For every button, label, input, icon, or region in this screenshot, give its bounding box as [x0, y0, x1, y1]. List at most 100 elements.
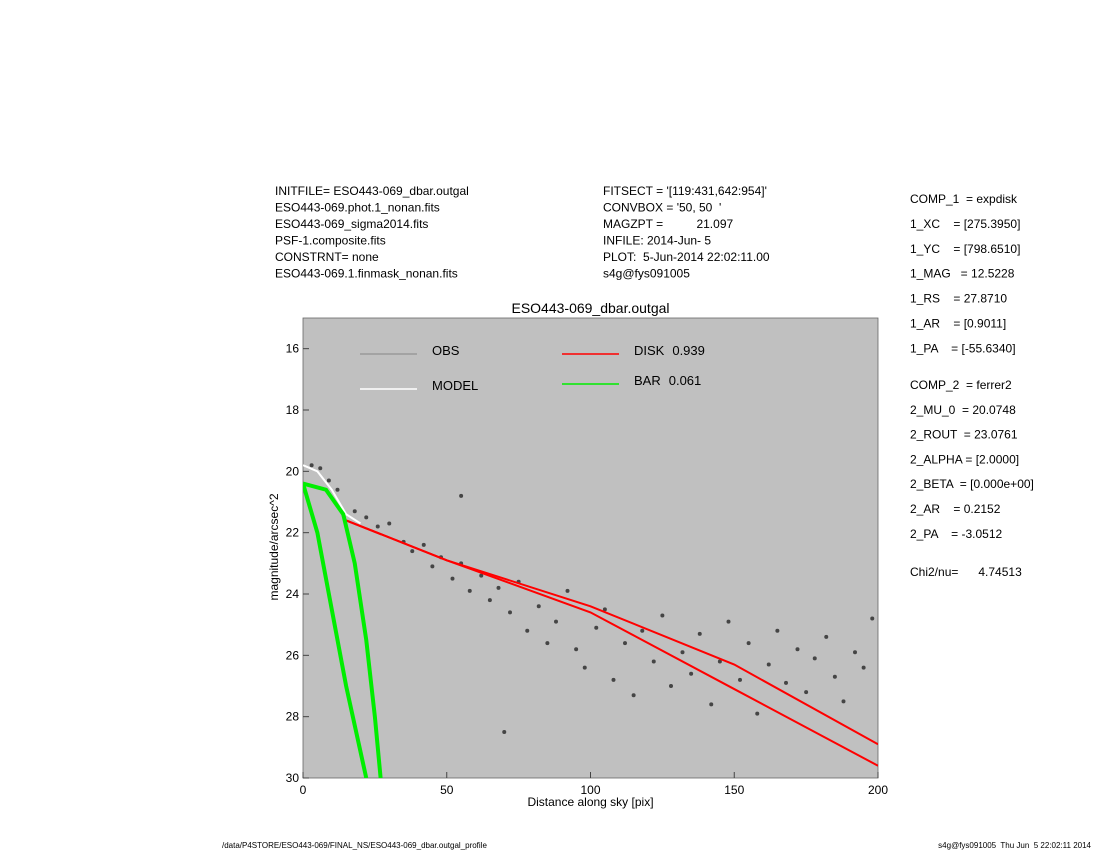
param: 1_AR = [0.9011]	[910, 317, 1006, 331]
legend-fraction: 0.939	[672, 343, 705, 358]
param: 2_BETA = [0.000e+00]	[910, 477, 1034, 491]
obs-point	[387, 521, 392, 526]
x-tick-label: 150	[724, 783, 744, 797]
plot-area	[302, 317, 879, 779]
obs-point	[502, 730, 507, 734]
legend-label: OBS	[432, 343, 460, 358]
obs-point	[812, 656, 817, 661]
chart-title: ESO443-069_dbar.outgal	[511, 300, 669, 316]
obs-point	[861, 665, 866, 670]
x-tick-label: 200	[868, 783, 888, 797]
obs-point	[326, 478, 331, 483]
obs-point	[746, 641, 751, 646]
y-tick-label: 28	[286, 710, 300, 724]
obs-point	[525, 628, 530, 633]
y-tick-label: 16	[286, 342, 300, 356]
obs-point	[623, 641, 627, 646]
obs-point	[669, 684, 673, 688]
profile-line	[303, 483, 369, 778]
obs-point	[496, 585, 501, 590]
obs-point	[375, 524, 380, 529]
profile-line	[345, 519, 878, 767]
obs-point	[536, 604, 541, 609]
obs-point	[364, 515, 369, 520]
param: 1_YC = [798.6510]	[910, 242, 1020, 256]
obs-point	[755, 711, 760, 716]
obs-point	[726, 619, 731, 624]
obs-point	[574, 647, 579, 652]
obs-point	[738, 677, 742, 682]
x-axis-label: Distance along sky [pix]	[527, 795, 653, 809]
y-tick-label: 20	[286, 464, 300, 478]
y-tick-label: 26	[286, 648, 300, 662]
param: COMP_2 = ferrer2	[910, 378, 1012, 392]
info-middle: CONVBOX = '50, 50 '	[603, 201, 721, 215]
param: 2_AR = 0.2152	[910, 502, 1001, 516]
info-left: ESO443-069.1.finmask_nonan.fits	[275, 267, 458, 281]
info-middle: FITSECT = '[119:431,642:954]'	[603, 184, 767, 198]
obs-point	[487, 598, 492, 603]
x-tick-label: 50	[440, 783, 454, 797]
obs-point	[421, 542, 426, 547]
param: 1_XC = [275.3950]	[910, 217, 1020, 231]
obs-point	[841, 699, 846, 704]
obs-point	[352, 509, 357, 514]
x-tick-label: 0	[300, 783, 307, 797]
obs-point	[640, 628, 645, 633]
obs-point	[784, 680, 788, 685]
obs-point	[611, 677, 616, 682]
info-left: INITFILE= ESO443-069_dbar.outgal	[275, 184, 469, 198]
obs-point	[775, 628, 780, 633]
obs-point	[795, 647, 800, 652]
info-middle: MAGZPT = 21.097	[603, 217, 733, 231]
info-middle: INFILE: 2014-Jun- 5	[603, 234, 711, 248]
info-left: ESO443-069.phot.1_nonan.fits	[275, 201, 440, 215]
y-axis-label: magnitude/arcsec^2	[267, 493, 281, 600]
obs-point	[717, 659, 722, 664]
param: 1_MAG = 12.5228	[910, 267, 1015, 281]
chi2: Chi2/nu= 4.74513	[910, 565, 1022, 579]
obs-point	[309, 463, 314, 468]
obs-point	[582, 665, 587, 670]
obs-point	[594, 625, 599, 630]
param: 2_MU_0 = 20.0748	[910, 403, 1016, 417]
obs-point	[660, 613, 665, 618]
obs-point	[459, 493, 464, 498]
obs-point	[554, 619, 558, 624]
legend-label: MODEL	[432, 378, 478, 393]
param: 2_PA = -3.0512	[910, 527, 1003, 541]
info-middle: PLOT: 5-Jun-2014 22:02:11.00	[603, 250, 770, 264]
obs-point	[335, 487, 340, 492]
profile-line	[303, 481, 383, 778]
y-tick-label: 30	[286, 771, 300, 785]
param: COMP_1 = expdisk	[910, 192, 1018, 206]
obs-point	[631, 693, 636, 698]
obs-point	[804, 690, 809, 695]
legend-label: DISK	[634, 343, 665, 358]
param: 2_ROUT = 23.0761	[910, 428, 1018, 442]
y-tick-label: 18	[286, 403, 300, 417]
param: 1_RS = 27.8710	[910, 292, 1007, 306]
info-middle: s4g@fys091005	[603, 267, 690, 281]
obs-point	[697, 631, 702, 636]
obs-point	[602, 607, 607, 612]
obs-point	[651, 659, 656, 664]
obs-point	[318, 466, 323, 471]
info-left: CONSTRNT= none	[275, 250, 379, 264]
obs-point	[832, 674, 837, 679]
profile-line	[303, 464, 362, 525]
obs-point	[824, 634, 829, 639]
param: 1_PA = [-55.6340]	[910, 341, 1016, 355]
obs-point	[870, 616, 875, 621]
y-tick-label: 24	[286, 587, 300, 601]
obs-point	[766, 662, 771, 667]
obs-point	[545, 641, 550, 646]
legend-label: BAR	[634, 373, 661, 388]
data-layer	[303, 463, 878, 778]
info-left: ESO443-069_sigma2014.fits	[275, 217, 428, 231]
obs-point	[565, 588, 570, 593]
obs-point	[689, 671, 694, 676]
footer-right: s4g@fys091005 Thu Jun 5 22:02:11 2014	[938, 841, 1091, 850]
obs-point	[467, 588, 472, 593]
obs-point	[709, 702, 714, 707]
